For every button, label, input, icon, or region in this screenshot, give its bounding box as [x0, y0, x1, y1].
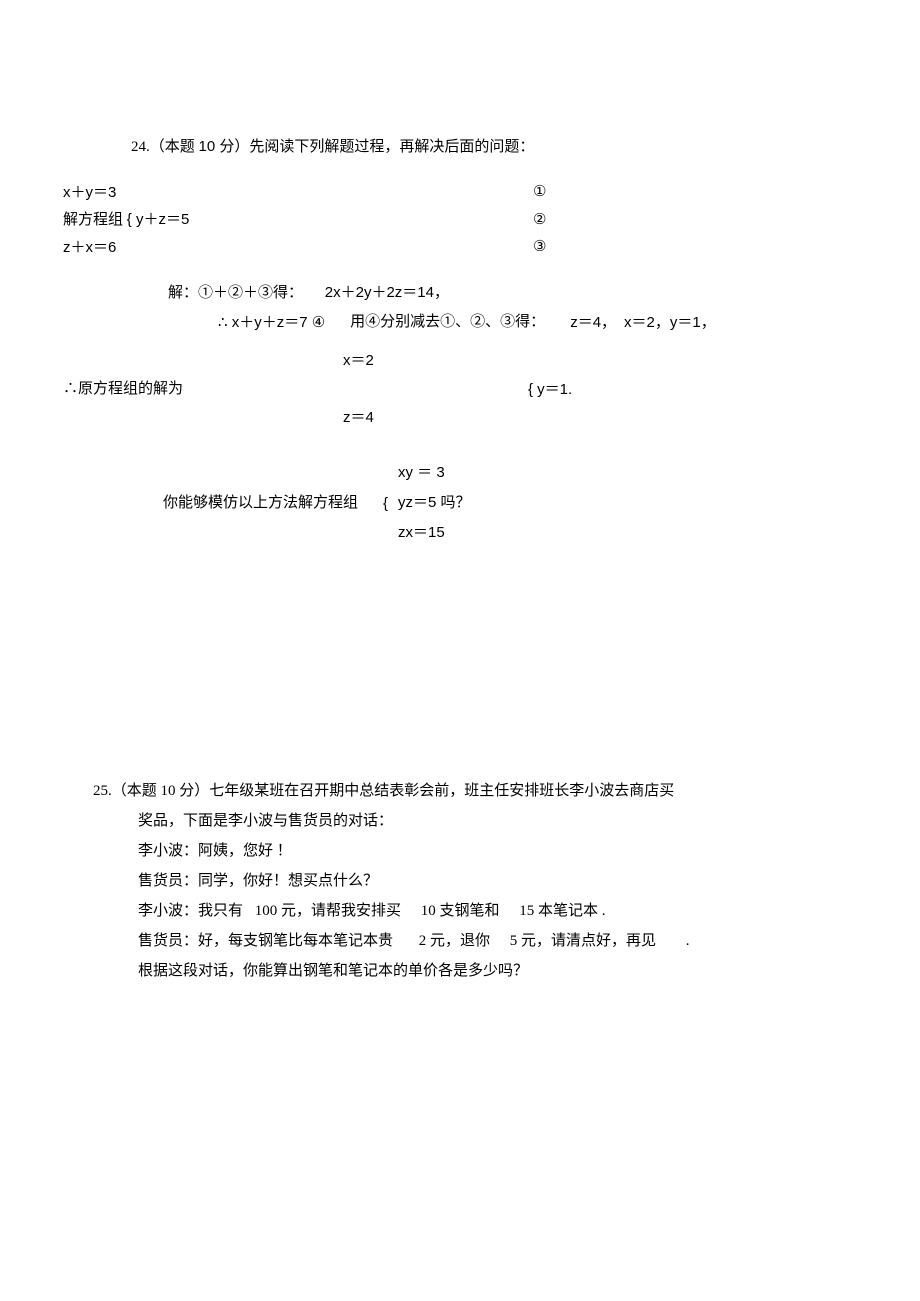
- result-eq3: z＝4: [343, 403, 528, 433]
- result-equations: x＝2 z＝4: [343, 346, 528, 433]
- result-eq1: x＝2: [343, 346, 528, 376]
- result-prefix: ∴原方程组的解为: [63, 376, 343, 403]
- q24-points: 10 分）先阅读下列解题过程，再解决后面的问题：: [199, 138, 535, 155]
- result-block: ∴原方程组的解为 x＝2 z＝4 { y＝1.: [63, 346, 860, 433]
- solution-block: 解：①＋②＋③得： 2x＋2y＋2z＝14， ∴ x＋y＋z＝7 ④ 用④分别减…: [168, 279, 860, 336]
- eq-line-3: z＋x＝6 ③: [63, 234, 860, 261]
- eq1-text: x＋y＝3: [63, 179, 533, 206]
- q25-l4-a: 李小波：我只有: [138, 903, 243, 919]
- q25-l5-d: .: [686, 933, 690, 949]
- sol-l2-a: ∴ x＋y＋z＝7 ④: [218, 309, 325, 336]
- question-eq2: yz＝5 吗？: [398, 488, 471, 518]
- question-system: { xy ＝ 3 yz＝5 吗？ zx＝15: [363, 458, 471, 548]
- eq2-wrapper: 解方程组 { y＋z＝5: [63, 206, 533, 234]
- q25-l5-c: 5 元，请清点好，再见: [510, 933, 656, 949]
- q25-block: 25.（本题 10 分）七年级某班在召开期中总结表彰会前，班主任安排班长李小波去…: [93, 778, 860, 985]
- q24-header: 24.（本题 10 分）先阅读下列解题过程，再解决后面的问题：: [131, 133, 860, 161]
- q25-line-4: 李小波：我只有 100 元，请帮我安排买 10 支钢笔和 15 本笔记本 .: [138, 898, 860, 925]
- eq3-text: z＋x＝6: [63, 234, 533, 261]
- eq2-marker: ②: [533, 207, 563, 234]
- system-label: 解方程组: [63, 212, 123, 228]
- sol-l2-b: 用④分别减去①、②、③得：: [350, 309, 545, 336]
- eq3-marker: ③: [533, 234, 563, 261]
- q25-header: 25.（本题 10 分）七年级某班在召开期中总结表彰会前，班主任安排班长李小波去…: [93, 778, 860, 805]
- question-eq3: zx＝15: [398, 518, 471, 548]
- q25-line-3: 售货员：同学，你好！想买点什么？: [138, 868, 860, 895]
- document-page: 24.（本题 10 分）先阅读下列解题过程，再解决后面的问题： x＋y＝3 ① …: [0, 0, 920, 985]
- q25-l5-a: 售货员：好，每支钢笔比每本笔记本贵: [138, 933, 393, 949]
- result-brace: { y＝1.: [528, 376, 572, 403]
- equation-system-1: x＋y＝3 ① 解方程组 { y＋z＝5 ② z＋x＝6 ③: [63, 179, 860, 261]
- q25-l4-b: 100 元，请帮我安排买: [255, 903, 401, 919]
- q25-line-6: 根据这段对话，你能算出钢笔和笔记本的单价各是多少吗？: [138, 958, 860, 985]
- q25-line-1: 奖品，下面是李小波与售货员的对话：: [138, 808, 860, 835]
- q24-number: 24.（本题: [131, 139, 195, 155]
- q25-l4-d: 15 本笔记本 .: [519, 903, 605, 919]
- eq1-marker: ①: [533, 179, 563, 206]
- result-spacer: [343, 376, 528, 403]
- question-prefix: 你能够模仿以上方法解方程组: [163, 490, 363, 517]
- sol-l2-d: x＝2，y＝1，: [624, 309, 716, 336]
- q25-l5-b: 2 元，退你: [419, 933, 490, 949]
- solution-line-1: 解：①＋②＋③得： 2x＋2y＋2z＝14，: [168, 279, 860, 307]
- q25-line-2: 李小波：阿姨，您好 ！: [138, 838, 860, 865]
- eq-line-1: x＋y＝3 ①: [63, 179, 860, 206]
- q25-line-5: 售货员：好，每支钢笔比每本笔记本贵 2 元，退你 5 元，请清点好，再见 .: [138, 928, 860, 955]
- sol-l2-c: z＝4，: [570, 309, 616, 336]
- sol-l1-a: 解：①＋②＋③得：: [168, 285, 303, 301]
- question-block: 你能够模仿以上方法解方程组 { xy ＝ 3 yz＝5 吗？ zx＝15: [163, 458, 860, 548]
- eq-line-2: 解方程组 { y＋z＝5 ②: [63, 206, 860, 234]
- q25-l4-c: 10 支钢笔和: [421, 903, 500, 919]
- question-brace: {: [383, 490, 388, 517]
- question-eq1: xy ＝ 3: [398, 458, 471, 488]
- solution-line-2: ∴ x＋y＋z＝7 ④ 用④分别减去①、②、③得： z＝4， x＝2，y＝1，: [218, 309, 860, 336]
- sol-l1-b: 2x＋2y＋2z＝14，: [325, 284, 449, 301]
- question-eqs: xy ＝ 3 yz＝5 吗？ zx＝15: [398, 458, 471, 548]
- eq2-text: { y＋z＝5: [127, 211, 190, 228]
